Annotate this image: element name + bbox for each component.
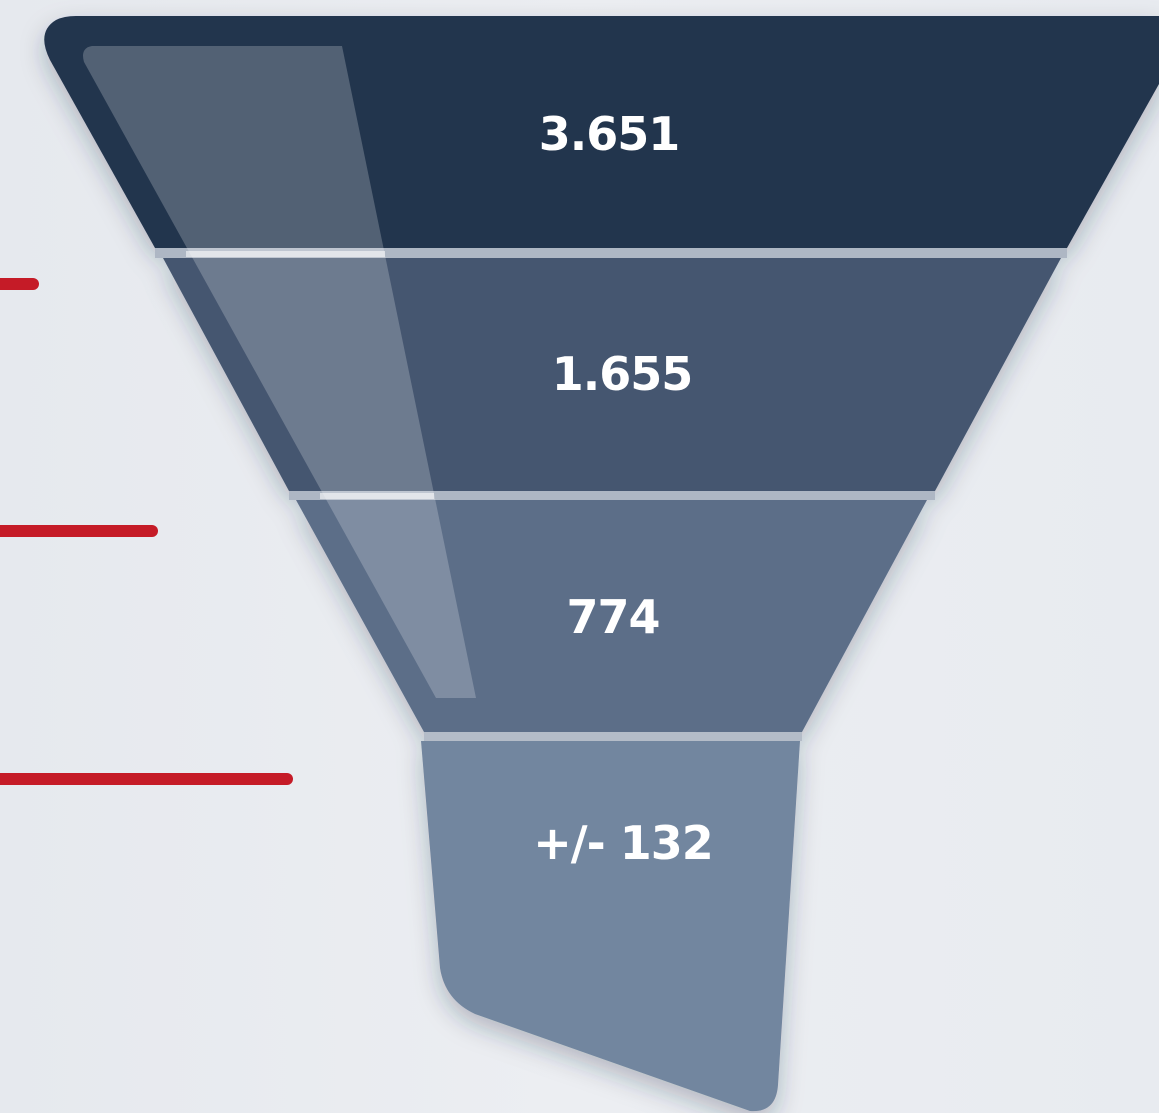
funnel-stage-3 xyxy=(296,500,927,732)
funnel-stage-2 xyxy=(163,258,1061,491)
separator-1 xyxy=(155,248,1067,258)
separator-3 xyxy=(424,732,802,741)
gloss-highlight xyxy=(83,46,476,698)
funnel-stage-1-value: 3.651 xyxy=(539,107,680,161)
funnel-stage-1 xyxy=(44,16,1159,248)
funnel-stage-3-value: 774 xyxy=(566,590,659,644)
funnel-stage-4-value: +/- 132 xyxy=(533,816,712,870)
funnel-stage-2-value: 1.655 xyxy=(552,347,693,401)
separator-2 xyxy=(289,491,935,500)
gloss-separator-1 xyxy=(186,251,385,257)
gloss-separator-2 xyxy=(320,493,434,499)
funnel-stage-4 xyxy=(421,741,800,1112)
